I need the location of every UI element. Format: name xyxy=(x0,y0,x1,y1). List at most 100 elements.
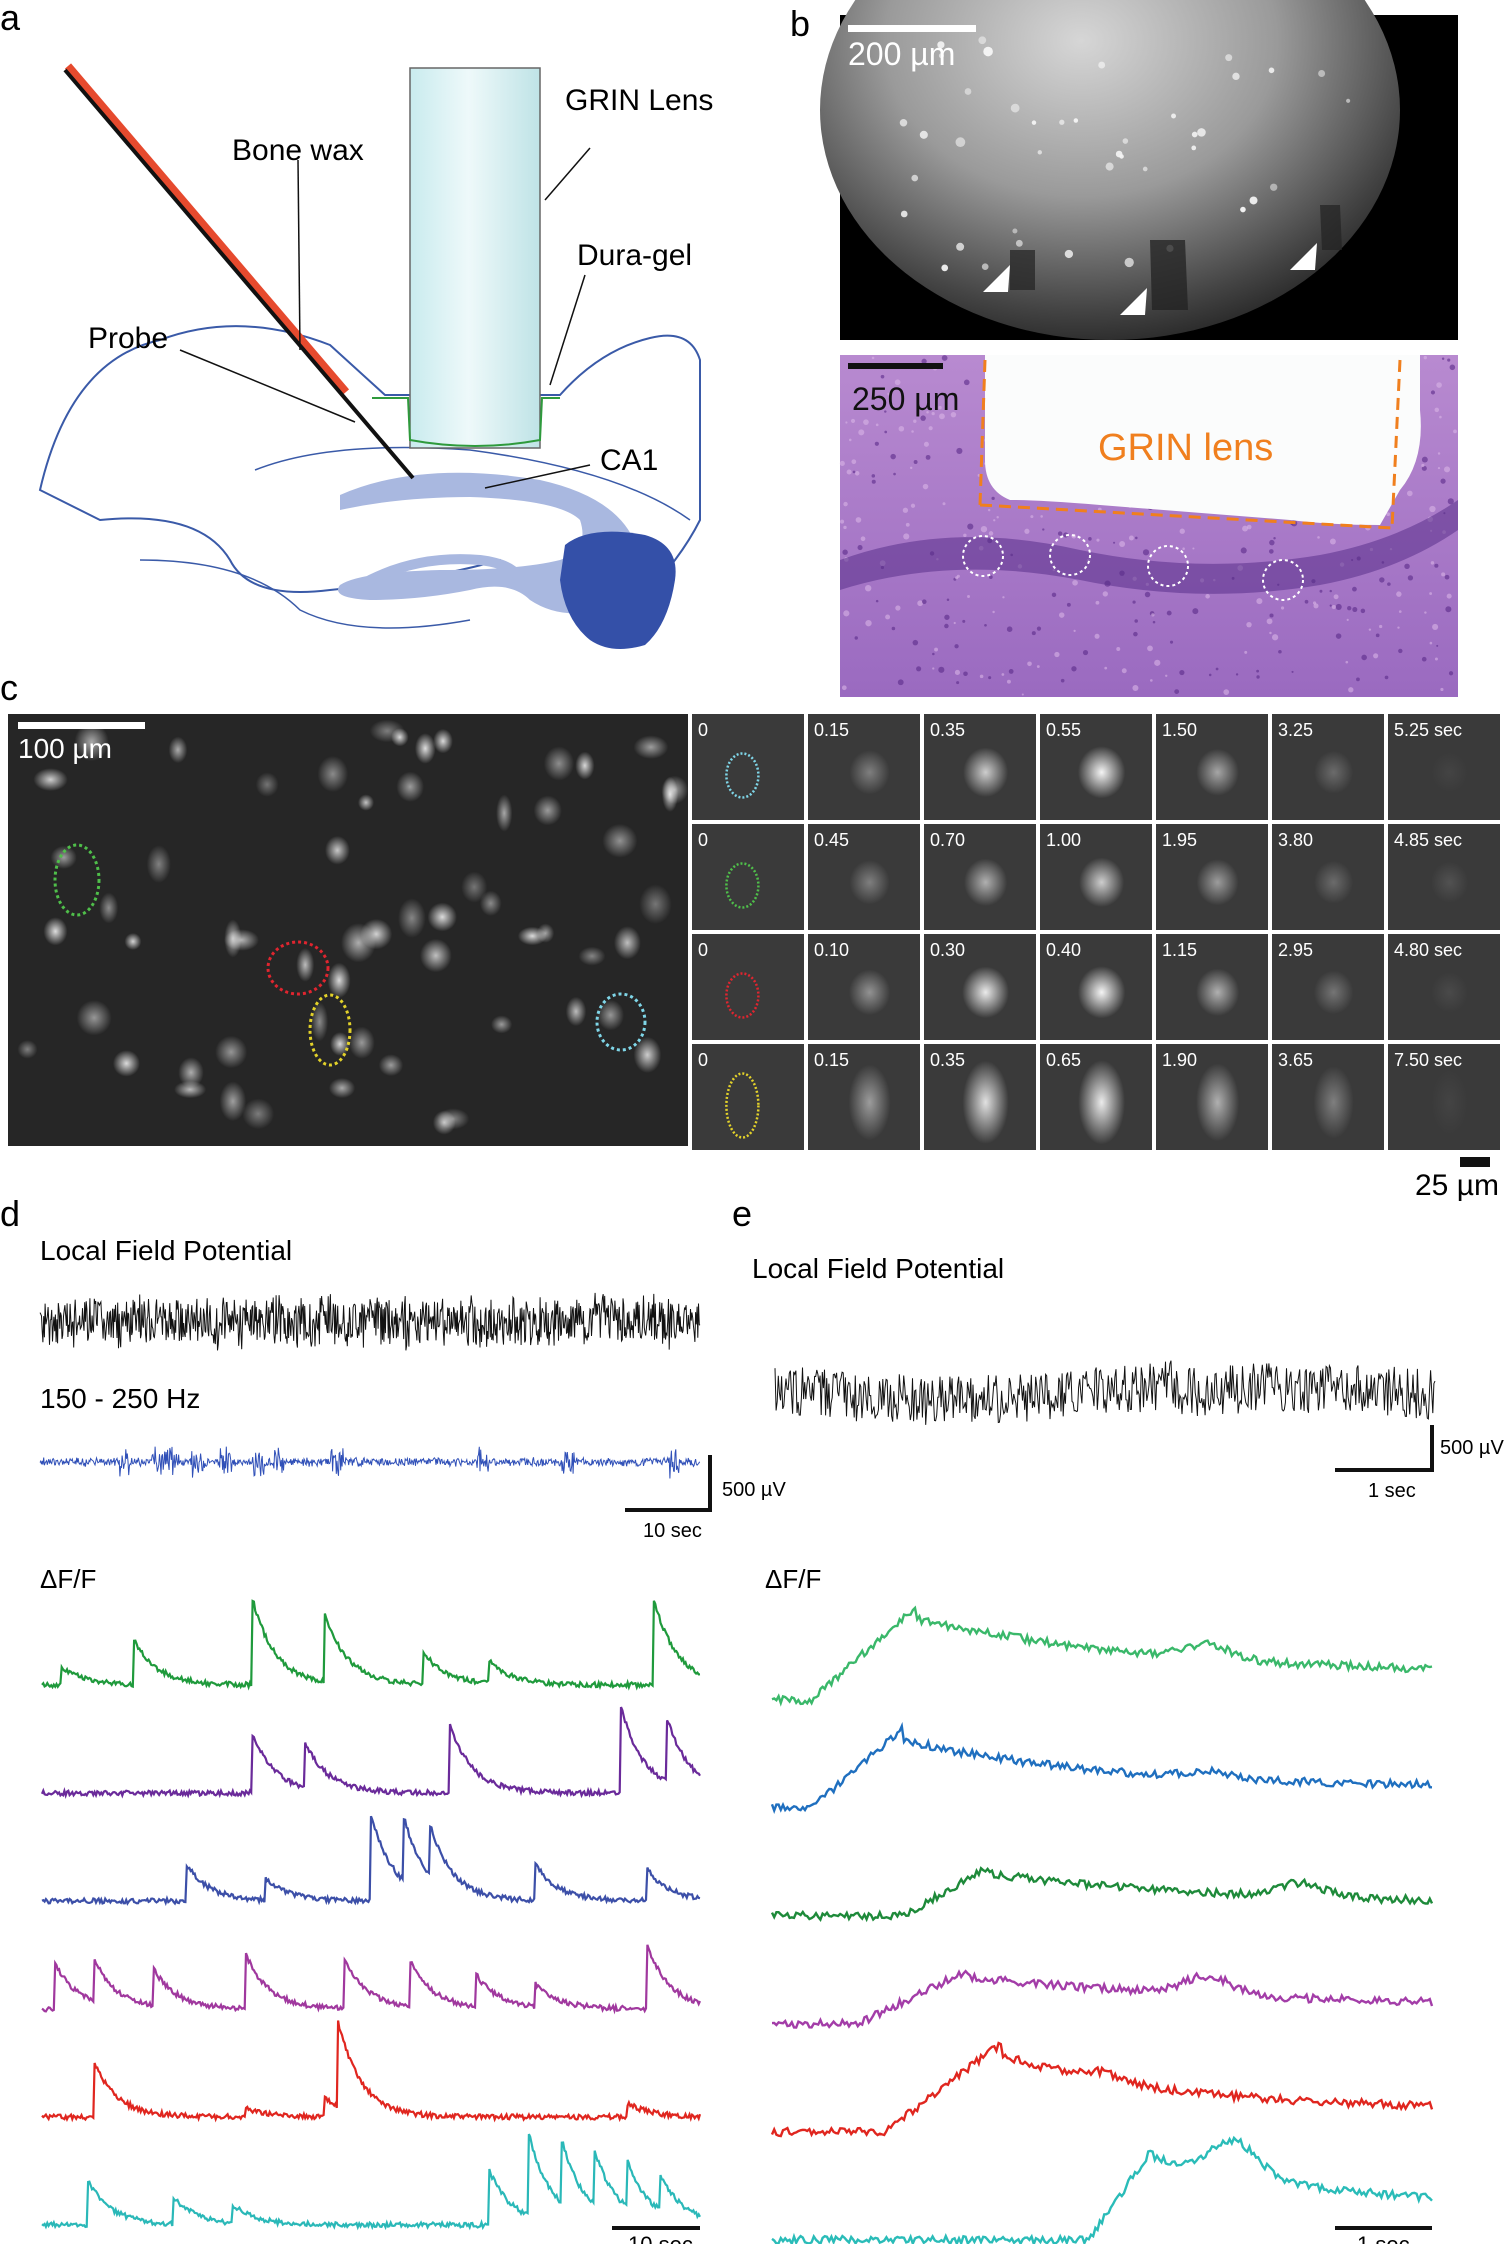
calcium-traces-e xyxy=(770,1605,1434,2248)
histology-nucleus xyxy=(841,685,847,691)
fov-cell-spot xyxy=(1012,228,1018,234)
imaging-cell xyxy=(99,892,119,924)
histology-nucleus xyxy=(944,614,950,620)
histology-nucleus xyxy=(850,418,856,424)
histology-nucleus xyxy=(1036,626,1042,631)
calcium-trace-e xyxy=(771,2135,1433,2248)
calcium-trace-d xyxy=(41,1944,702,2015)
fov-cell-spot xyxy=(1031,120,1037,125)
histology-nucleus xyxy=(1346,618,1349,621)
histology-nucleus xyxy=(1430,561,1435,565)
histology-nucleus xyxy=(1304,599,1309,604)
histology-nucleus xyxy=(1440,687,1444,692)
histology-nucleus xyxy=(941,355,948,361)
histology-nucleus xyxy=(1096,538,1100,542)
roi-tile-cell xyxy=(1077,966,1126,1019)
imaging-cell xyxy=(255,772,279,797)
histology-nucleus xyxy=(1439,415,1442,419)
fov-cell-spot xyxy=(1124,257,1134,268)
imaging-cell xyxy=(496,794,513,832)
histology-nucleus xyxy=(1024,528,1030,534)
label-probe: Probe xyxy=(88,322,168,355)
histology-nucleus xyxy=(1361,654,1367,661)
roi-tile-cell xyxy=(1196,1063,1240,1142)
dentate-gyrus xyxy=(365,554,525,590)
histology-nucleus xyxy=(911,430,914,433)
fov-cell-spot xyxy=(919,130,928,139)
imaging-cell xyxy=(310,1002,329,1042)
roi-tile-cell xyxy=(1196,859,1239,906)
histology-nucleus xyxy=(1430,390,1436,395)
roi-tile-cell xyxy=(848,1064,891,1141)
histology-nucleus xyxy=(1449,364,1456,371)
roi-tile-time: 1.00 xyxy=(1046,830,1081,850)
histology-nucleus xyxy=(1387,582,1391,586)
imaging-cell xyxy=(341,923,376,963)
panel-letter-b: b xyxy=(790,3,810,44)
histology-nucleus xyxy=(938,405,942,410)
imaging-cell xyxy=(396,771,424,802)
histology-nucleus xyxy=(1215,667,1219,671)
artifact-mid xyxy=(1150,240,1188,310)
histology-nucleus xyxy=(917,600,924,607)
histology-nucleus xyxy=(931,411,935,416)
imaging-cell xyxy=(219,1081,247,1122)
cell-circle-1 xyxy=(962,535,1004,577)
roi-tile-time: 0.40 xyxy=(1046,940,1081,960)
imaging-cell xyxy=(327,962,351,998)
histology-nucleus xyxy=(1205,594,1210,599)
calcium-trace-e xyxy=(771,1969,1434,2029)
histology-nucleus xyxy=(1421,463,1425,468)
imaging-cell xyxy=(328,1077,356,1099)
imaging-cell xyxy=(43,917,68,946)
fov-cell-spot xyxy=(911,174,919,182)
imaging-cell xyxy=(215,1035,248,1069)
fov-cell-spot xyxy=(1064,249,1074,259)
imaging-cell xyxy=(17,1040,38,1059)
scale-bar-200 xyxy=(848,25,976,32)
imaging-cell xyxy=(74,722,109,762)
imaging-cell xyxy=(461,871,488,903)
roi-time-tiles: 0 0.15 0.35 0.55 1.50 3.25 5.25 sec 0 0.45 0.70 1.… xyxy=(692,714,1500,1150)
df-label-d: ΔF/F xyxy=(40,1564,96,1594)
histology-nucleus xyxy=(1256,675,1260,679)
histology-nucleus xyxy=(1169,640,1174,644)
histology-nucleus xyxy=(1165,674,1168,677)
histology-nucleus xyxy=(1404,563,1410,570)
histology-nucleus xyxy=(921,358,927,364)
lens-outline-bottom xyxy=(979,503,1393,530)
histology-nucleus xyxy=(871,356,875,360)
histology-nucleus xyxy=(1135,536,1138,540)
fov-cell-spot xyxy=(1232,72,1240,81)
panel-letter-e: e xyxy=(732,1193,752,1234)
histology-nucleus xyxy=(1440,478,1446,484)
histology-nucleus xyxy=(843,610,850,617)
lfp-trace-d xyxy=(39,1292,701,1351)
imaging-cell xyxy=(378,1054,404,1077)
scale-label-200: 200 µm xyxy=(848,36,955,72)
time-scale-label-e: 1 sec xyxy=(1368,1480,1416,1502)
histology-nucleus xyxy=(1446,593,1452,599)
histology-nucleus xyxy=(932,652,935,656)
scale-bar-250 xyxy=(848,363,943,369)
histology-nucleus xyxy=(1348,687,1354,693)
panel-letter-a: a xyxy=(0,0,21,38)
df-label-e: ΔF/F xyxy=(765,1564,821,1594)
histology-nucleus xyxy=(1434,657,1438,661)
histology-nucleus xyxy=(942,502,946,506)
leader-dura xyxy=(549,274,586,386)
histology-nucleus xyxy=(988,575,993,579)
histology-nucleus xyxy=(988,531,994,536)
histology-nucleus xyxy=(902,507,909,513)
histology-nucleus xyxy=(855,517,862,523)
cell-circle-2 xyxy=(1049,534,1091,576)
histology-nucleus xyxy=(1273,537,1276,540)
fov-cell-spot xyxy=(956,242,965,251)
roi-tile-time: 2.95 xyxy=(1278,940,1313,960)
trace-time-label-d: 10 sec xyxy=(628,2232,693,2244)
histology-nucleus xyxy=(1119,541,1126,548)
imaging-cell xyxy=(597,999,625,1031)
fov-cell-spot xyxy=(900,210,908,218)
histology-nucleus xyxy=(1386,512,1391,517)
